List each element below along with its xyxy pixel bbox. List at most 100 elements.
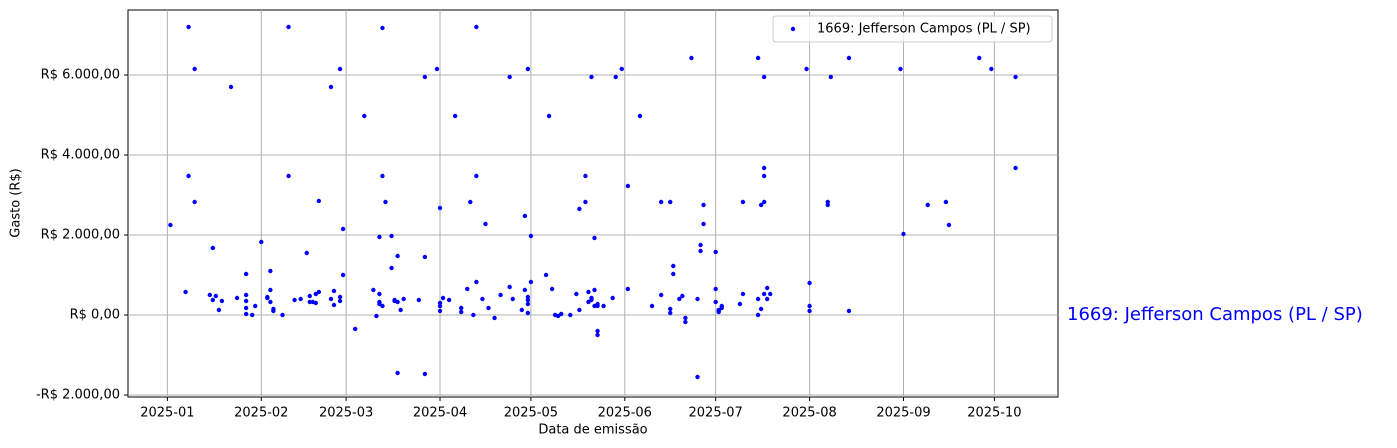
- point: [383, 199, 388, 205]
- point: [219, 298, 225, 304]
- y-tick-label: -R$ 2.000,00: [36, 388, 120, 403]
- legend-marker: [790, 26, 796, 32]
- point: [395, 370, 400, 376]
- point: [658, 199, 664, 205]
- point: [228, 84, 234, 90]
- point: [186, 173, 191, 179]
- point: [525, 301, 531, 307]
- point: [592, 287, 597, 293]
- point: [528, 279, 534, 285]
- point: [525, 297, 531, 303]
- point: [192, 66, 197, 72]
- series-annotation: 1669: Jefferson Campos (PL / SP): [1067, 304, 1363, 325]
- point: [395, 299, 400, 305]
- point: [483, 221, 488, 227]
- point: [401, 296, 406, 302]
- point: [737, 301, 743, 307]
- point: [758, 202, 764, 208]
- y-axis-label: Gasto (R$): [9, 168, 24, 237]
- point: [761, 173, 767, 179]
- point: [577, 206, 582, 212]
- point: [698, 242, 703, 248]
- point: [331, 288, 337, 294]
- x-tick-label: 2025-10: [967, 406, 1021, 421]
- point: [668, 310, 673, 316]
- point: [977, 55, 982, 61]
- point: [901, 231, 906, 237]
- point: [510, 296, 515, 302]
- point: [507, 74, 512, 80]
- point: [340, 226, 346, 232]
- point: [213, 293, 219, 299]
- point: [658, 292, 664, 298]
- point: [649, 303, 655, 309]
- point: [758, 306, 764, 312]
- point: [586, 289, 591, 295]
- point: [380, 303, 385, 309]
- point: [292, 297, 297, 303]
- point: [755, 55, 761, 61]
- point: [846, 55, 852, 61]
- point: [313, 300, 319, 306]
- point: [583, 173, 588, 179]
- point: [271, 308, 276, 314]
- point: [755, 312, 761, 318]
- point: [589, 297, 594, 303]
- point: [398, 307, 403, 313]
- point: [668, 306, 673, 312]
- point: [416, 297, 422, 303]
- point: [280, 312, 285, 318]
- point: [243, 305, 249, 311]
- point: [362, 113, 367, 119]
- x-tick-label: 2025-02: [234, 406, 288, 421]
- point: [471, 312, 476, 318]
- point: [713, 299, 718, 305]
- plot-frame: [127, 9, 1059, 398]
- point: [337, 298, 343, 304]
- point: [701, 202, 706, 208]
- point: [316, 289, 322, 295]
- x-tick-label: 2025-08: [782, 406, 836, 421]
- point: [680, 293, 685, 299]
- point: [549, 286, 555, 292]
- point: [522, 213, 528, 219]
- point: [468, 199, 473, 205]
- point: [253, 303, 258, 309]
- point: [764, 285, 770, 291]
- point: [437, 303, 443, 309]
- point: [807, 303, 812, 309]
- point: [207, 292, 212, 298]
- point: [695, 374, 700, 380]
- point: [716, 309, 721, 315]
- point: [243, 311, 249, 317]
- point: [898, 66, 903, 72]
- point: [459, 309, 464, 315]
- point: [452, 113, 458, 119]
- point: [1013, 74, 1018, 80]
- point: [768, 291, 773, 297]
- point: [619, 66, 624, 72]
- point: [713, 286, 718, 292]
- point: [825, 202, 830, 208]
- point: [761, 199, 767, 205]
- point: [522, 287, 528, 293]
- point: [925, 202, 930, 208]
- point: [761, 74, 767, 80]
- point: [422, 74, 428, 80]
- point: [507, 284, 512, 290]
- point: [695, 296, 700, 302]
- point: [671, 271, 676, 277]
- point: [446, 297, 452, 303]
- point: [498, 292, 503, 298]
- point: [828, 74, 834, 80]
- point: [701, 221, 706, 227]
- point: [371, 287, 376, 293]
- point: [328, 84, 334, 90]
- point: [265, 294, 270, 300]
- point: [316, 198, 322, 204]
- legend-box: [772, 15, 1053, 43]
- y-tick-label: R$ 2.000,00: [41, 228, 120, 243]
- point: [519, 307, 525, 313]
- point: [437, 205, 443, 211]
